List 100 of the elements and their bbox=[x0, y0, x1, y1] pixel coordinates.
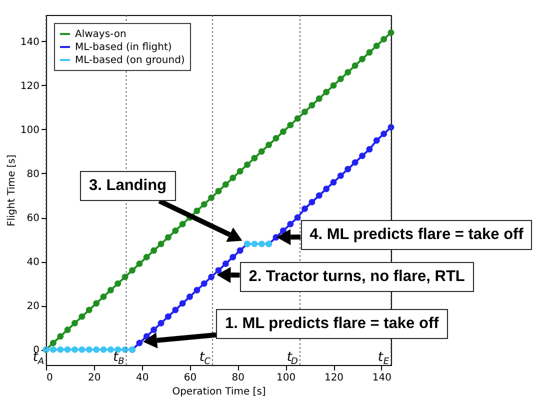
point bbox=[280, 227, 286, 234]
point bbox=[78, 346, 86, 353]
point bbox=[136, 340, 143, 346]
point bbox=[287, 122, 294, 128]
point bbox=[143, 254, 150, 260]
point bbox=[72, 320, 78, 326]
annotation: 1. ML predicts flare = take off bbox=[216, 309, 448, 339]
point bbox=[366, 49, 373, 56]
y-tick-label: 120 bbox=[20, 80, 40, 92]
point bbox=[158, 240, 164, 248]
y-axis-title: Flight Time [s] bbox=[6, 154, 18, 226]
point bbox=[222, 260, 229, 267]
point bbox=[150, 326, 158, 334]
point bbox=[158, 320, 164, 326]
point bbox=[337, 172, 344, 179]
point bbox=[78, 313, 86, 320]
point bbox=[258, 240, 265, 248]
y-tick-label: 100 bbox=[20, 124, 40, 136]
point bbox=[236, 168, 244, 175]
annotation: 3. Landing bbox=[80, 171, 176, 201]
point bbox=[93, 300, 100, 307]
point bbox=[344, 166, 352, 172]
point bbox=[230, 174, 236, 182]
point bbox=[316, 95, 322, 102]
point bbox=[337, 76, 344, 82]
point bbox=[251, 240, 258, 248]
point bbox=[64, 326, 71, 334]
x-tick-label: 120 bbox=[324, 372, 344, 384]
point bbox=[194, 286, 200, 294]
y-tick-label: 40 bbox=[26, 257, 40, 268]
point bbox=[122, 346, 128, 353]
point bbox=[164, 313, 172, 320]
point bbox=[244, 161, 250, 168]
point bbox=[86, 346, 92, 353]
legend-label: ML-based (on ground) bbox=[75, 55, 185, 66]
point bbox=[200, 201, 208, 208]
point bbox=[266, 142, 272, 148]
legend-label: ML-based (in flight) bbox=[75, 42, 172, 53]
point bbox=[308, 198, 316, 206]
point bbox=[258, 148, 265, 155]
x-axis-title: Operation Time [s] bbox=[172, 386, 266, 398]
point bbox=[179, 300, 186, 307]
point bbox=[72, 346, 78, 353]
point bbox=[359, 56, 366, 62]
point bbox=[302, 205, 308, 212]
point bbox=[236, 247, 244, 254]
point bbox=[129, 267, 136, 274]
annotation: 2. Tractor turns, no flare, RTL bbox=[240, 262, 474, 292]
point bbox=[186, 294, 193, 300]
point bbox=[230, 254, 236, 260]
point bbox=[150, 247, 158, 254]
point bbox=[50, 346, 56, 353]
annotation: 4. ML predicts flare = take off bbox=[300, 220, 532, 250]
point bbox=[93, 346, 100, 353]
point bbox=[272, 135, 280, 142]
point bbox=[164, 234, 172, 241]
point bbox=[136, 260, 143, 267]
point bbox=[287, 220, 294, 228]
point bbox=[251, 154, 258, 162]
point bbox=[215, 267, 222, 274]
x-tick-label: 40 bbox=[136, 372, 149, 384]
point bbox=[352, 159, 358, 166]
x-tick-label: 20 bbox=[88, 372, 101, 384]
point bbox=[57, 333, 64, 340]
point bbox=[323, 88, 330, 96]
point bbox=[50, 340, 56, 346]
x-tick-label: 140 bbox=[372, 372, 392, 384]
point bbox=[215, 188, 222, 194]
point bbox=[100, 294, 107, 300]
point bbox=[86, 306, 92, 314]
y-tick-label: 140 bbox=[20, 36, 40, 48]
x-tick-label: 100 bbox=[276, 372, 296, 384]
point bbox=[373, 137, 380, 144]
point bbox=[380, 36, 388, 42]
point bbox=[323, 186, 330, 192]
point bbox=[222, 181, 229, 188]
x-tick-label: 0 bbox=[46, 372, 53, 384]
point bbox=[107, 346, 114, 353]
point bbox=[107, 286, 114, 294]
point bbox=[172, 227, 179, 234]
point bbox=[316, 192, 322, 199]
y-tick-label: 60 bbox=[26, 213, 40, 224]
point bbox=[330, 179, 337, 186]
point bbox=[172, 306, 179, 314]
point bbox=[359, 152, 366, 160]
x-tick-label: 80 bbox=[232, 372, 245, 384]
point bbox=[380, 130, 388, 138]
legend-label: Always-on bbox=[75, 29, 126, 40]
point bbox=[114, 280, 122, 287]
point bbox=[352, 62, 358, 69]
point bbox=[194, 208, 200, 214]
point bbox=[366, 146, 373, 153]
point bbox=[64, 346, 71, 353]
point bbox=[308, 102, 316, 108]
point bbox=[344, 69, 352, 76]
x-tick-label: 60 bbox=[184, 372, 197, 384]
y-tick-label: 80 bbox=[26, 168, 40, 180]
point bbox=[330, 82, 337, 89]
point bbox=[100, 346, 107, 353]
y-tick-label: 20 bbox=[26, 301, 40, 312]
